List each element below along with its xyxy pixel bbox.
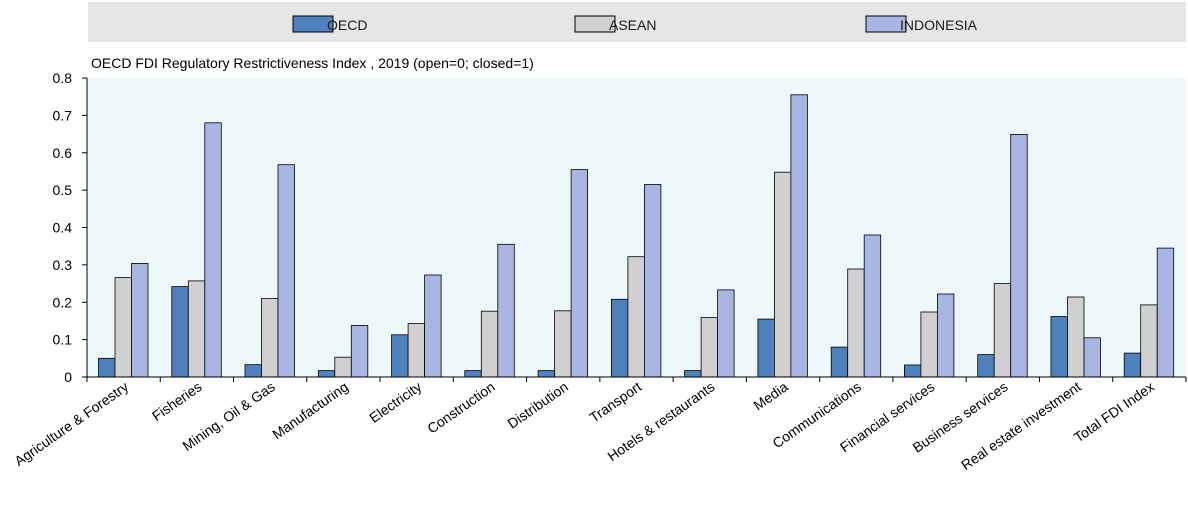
bar-indonesia-10 xyxy=(863,234,882,378)
bar-oecd-5 xyxy=(464,370,482,378)
legend-item-indonesia: INDONESIA xyxy=(865,15,978,33)
bars-group xyxy=(98,94,1175,378)
bar-asean-3 xyxy=(334,356,352,378)
bar-asean-5 xyxy=(480,310,499,378)
bar-asean-10 xyxy=(847,268,865,378)
bar-oecd-12 xyxy=(977,354,995,378)
legend-swatch xyxy=(292,15,334,33)
chart-subtitle: OECD FDI Regulatory Restrictiveness Inde… xyxy=(91,55,534,71)
bar-asean-7 xyxy=(627,256,645,378)
x-category-label: Fisheries xyxy=(149,378,205,424)
bar-asean-13 xyxy=(1067,296,1085,378)
x-category-label: Transport xyxy=(586,378,644,425)
legend-label: OECD xyxy=(327,17,367,33)
bar-asean-11 xyxy=(920,311,938,378)
y-axis-ticks: 0 0.1 0.2 0.3 0.4 0.5 0.6 0.7 0.8 xyxy=(53,70,87,385)
bar-indonesia-3 xyxy=(350,324,369,378)
x-category-label: Real estate investment xyxy=(958,378,1084,473)
bar-indonesia-7 xyxy=(644,184,662,378)
legend-item-asean: ASEAN xyxy=(574,15,656,33)
bar-indonesia-0 xyxy=(131,262,149,378)
bar-asean-4 xyxy=(407,323,426,378)
bar-asean-12 xyxy=(993,283,1012,378)
legend-swatch xyxy=(574,15,616,33)
bar-indonesia-13 xyxy=(1083,337,1101,378)
bar-asean-14 xyxy=(1140,304,1158,378)
bar-indonesia-14 xyxy=(1156,247,1175,378)
y-tick-label: 0.8 xyxy=(53,70,73,86)
legend-label: ASEAN xyxy=(609,17,656,33)
x-category-label: Construction xyxy=(424,378,498,436)
y-tick-label: 0 xyxy=(64,369,72,385)
bar-oecd-10 xyxy=(830,346,849,378)
bar-oecd-8 xyxy=(684,370,702,378)
y-tick-label: 0.6 xyxy=(53,145,73,161)
bar-oecd-14 xyxy=(1123,352,1142,378)
bar-asean-6 xyxy=(554,310,572,378)
legend-label: INDONESIA xyxy=(900,17,978,33)
x-category-label: Manufacturing xyxy=(269,378,351,442)
x-category-label: Media xyxy=(750,378,791,413)
legend: OECD ASEAN INDONESIA xyxy=(292,15,978,33)
bar-oecd-2 xyxy=(244,364,262,378)
legend-background xyxy=(88,2,1186,42)
y-tick-label: 0.4 xyxy=(53,220,73,236)
x-category-label: Total FDI Index xyxy=(1071,378,1157,445)
bar-oecd-13 xyxy=(1050,316,1068,378)
bar-oecd-4 xyxy=(391,334,409,378)
bar-asean-1 xyxy=(187,280,206,378)
y-tick-label: 0.2 xyxy=(53,294,73,310)
bar-oecd-7 xyxy=(611,298,629,378)
bar-indonesia-12 xyxy=(1010,133,1028,378)
bar-oecd-9 xyxy=(757,318,775,378)
bar-asean-8 xyxy=(700,317,718,378)
bar-indonesia-9 xyxy=(790,94,808,378)
bar-indonesia-5 xyxy=(497,243,515,378)
bar-indonesia-8 xyxy=(717,289,735,378)
bar-oecd-11 xyxy=(904,364,922,378)
bar-asean-9 xyxy=(774,171,792,378)
bar-indonesia-11 xyxy=(937,293,955,378)
bar-indonesia-1 xyxy=(204,122,222,378)
bar-indonesia-4 xyxy=(424,274,442,378)
y-tick-label: 0.5 xyxy=(53,182,73,198)
bar-oecd-1 xyxy=(171,286,189,378)
y-tick-label: 0.3 xyxy=(53,257,73,273)
bar-oecd-0 xyxy=(98,357,116,378)
bar-oecd-6 xyxy=(537,370,555,378)
x-category-label: Distribution xyxy=(504,378,571,431)
y-tick-label: 0.1 xyxy=(53,332,73,348)
bar-asean-2 xyxy=(261,298,279,378)
legend-item-oecd: OECD xyxy=(292,15,367,33)
bar-oecd-3 xyxy=(317,370,336,378)
bar-indonesia-6 xyxy=(570,169,588,378)
bar-asean-0 xyxy=(114,277,132,378)
bar-indonesia-2 xyxy=(277,164,295,378)
legend-swatch xyxy=(865,15,907,33)
x-category-label: Electricity xyxy=(366,378,424,425)
y-tick-label: 0.7 xyxy=(53,107,73,123)
x-category-label: Agriculture & Forestry xyxy=(11,378,131,469)
